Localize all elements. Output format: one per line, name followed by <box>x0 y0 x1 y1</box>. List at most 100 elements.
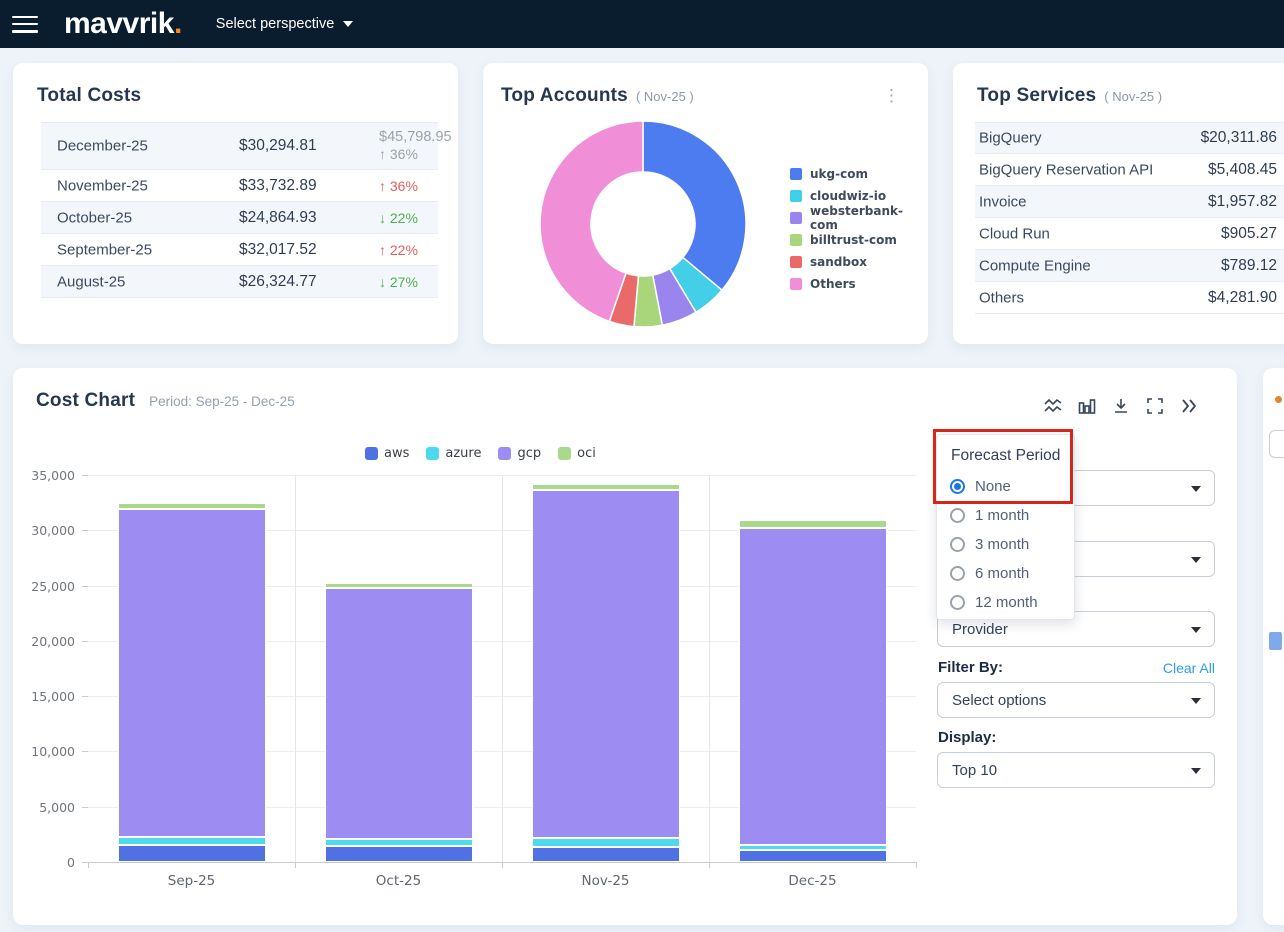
legend-item-ukg-com[interactable]: ukg-com <box>790 163 928 185</box>
filter-by-label: Filter By: <box>938 659 1004 676</box>
legend-label: websterbank-com <box>810 204 903 232</box>
bar-segment-oci-Dec-25 <box>738 520 887 529</box>
total-costs-table: December-25 $30,294.81 $45,798.95 ↑ 36% Nove… <box>41 122 452 298</box>
chevron-down-icon <box>1191 557 1201 563</box>
top-services-row: Invoice $1,957.82 <box>975 186 1284 218</box>
change-value: $45,798.95 ↑ 36% <box>379 129 452 163</box>
bar-segment-gcp-Nov-25 <box>531 489 680 839</box>
bar-segment-aws-Nov-25 <box>531 846 680 862</box>
chevron-down-icon <box>343 21 354 27</box>
cost-chart-plot: 0 5,000 10,000 15,000 20,000 25,000 30,000 35,0… <box>13 368 933 925</box>
legend-item-sandbox[interactable]: sandbox <box>790 251 928 273</box>
legend-item-websterbank-com[interactable]: websterbank-com <box>790 204 928 232</box>
y-tick <box>82 751 88 753</box>
service-cost: $4,281.90 <box>1208 288 1277 306</box>
legend-item-oci[interactable]: oci <box>558 446 596 461</box>
x-tick <box>502 863 503 868</box>
kebab-menu-icon[interactable]: ⋮ <box>883 86 900 105</box>
bar-segment-gcp-Sep-25 <box>117 508 266 838</box>
x-axis-label: Dec-25 <box>788 873 837 889</box>
clear-all-link[interactable]: Clear All <box>1162 660 1215 676</box>
forecast-option-12-month[interactable]: 12 month <box>937 588 1074 617</box>
donut-slice-Others[interactable] <box>539 121 644 323</box>
change-value: ↑ 36% <box>379 177 418 194</box>
y-tick <box>82 475 88 476</box>
display-label: Display: <box>938 729 997 746</box>
bar-segment-gcp-Oct-25 <box>324 587 473 839</box>
amount-value: $24,864.93 <box>239 208 317 226</box>
chevron-down-icon <box>1191 627 1201 633</box>
service-name: Others <box>979 289 1025 306</box>
forecast-option-6-month[interactable]: 6 month <box>937 559 1074 588</box>
change-value: ↑ 22% <box>379 241 418 258</box>
filter-by-select[interactable]: Select options <box>937 682 1215 718</box>
x-tick <box>295 863 296 868</box>
amount-value: $32,017.52 <box>239 240 317 258</box>
legend-swatch <box>558 447 572 460</box>
collapse-panel-icon[interactable] <box>1179 396 1199 416</box>
cost-chart-title: Cost Chart <box>36 390 136 411</box>
legend-item-Others[interactable]: Others <box>790 273 928 295</box>
total-costs-row: August-25 $26,324.77 ↓ 27% <box>41 266 438 298</box>
cutoff-input-fragment[interactable] <box>1269 430 1284 458</box>
bar-segment-azure-Dec-25 <box>738 844 887 851</box>
display-select[interactable]: Top 10 <box>937 752 1215 788</box>
trend-lines-icon[interactable] <box>1043 396 1063 416</box>
legend-item-cloudwiz-io[interactable]: cloudwiz-io <box>790 185 928 207</box>
bar-segment-aws-Dec-25 <box>738 850 887 862</box>
service-cost: $20,311.86 <box>1200 129 1277 146</box>
legend-label: ukg-com <box>810 167 868 181</box>
group-by-select[interactable]: Provider <box>937 611 1215 647</box>
bar-segment-oci-Nov-25 <box>531 483 680 490</box>
download-icon[interactable] <box>1111 396 1131 416</box>
top-services-row: Others $4,281.90 <box>975 282 1284 314</box>
y-tick <box>82 862 88 863</box>
gridline-x <box>502 475 503 862</box>
legend-item-gcp[interactable]: gcp <box>498 446 541 461</box>
radio-label: 12 month <box>975 594 1038 611</box>
bar-segment-oci-Sep-25 <box>117 502 266 509</box>
y-axis-label: 0 <box>67 855 75 870</box>
radio-icon <box>950 566 965 581</box>
x-axis-label: Oct-25 <box>375 873 422 889</box>
top-accounts-donut-chart <box>539 121 747 328</box>
service-cost: $5,408.45 <box>1208 160 1277 178</box>
service-name: Invoice <box>979 193 1027 210</box>
legend-swatch <box>790 190 802 202</box>
perspective-dropdown[interactable]: Select perspective <box>216 16 354 32</box>
cutoff-side-card <box>1263 368 1284 925</box>
fullscreen-icon[interactable] <box>1145 396 1165 416</box>
gridline-x <box>709 475 710 862</box>
bar-chart-icon[interactable] <box>1077 396 1097 416</box>
top-accounts-card: Top Accounts ( Nov-25 ) ⋮ ukg-com cloudwi… <box>483 63 928 344</box>
forecast-option-3-month[interactable]: 3 month <box>937 530 1074 559</box>
legend-item-aws[interactable]: aws <box>365 446 409 461</box>
menu-icon[interactable] <box>12 15 38 33</box>
forecast-option-1-month[interactable]: 1 month <box>937 501 1074 530</box>
donut-slice-ukg-com[interactable] <box>642 121 747 292</box>
radio-label: None <box>975 478 1011 495</box>
legend-item-billtrust-com[interactable]: billtrust-com <box>790 229 928 251</box>
top-accounts-period: ( Nov-25 ) <box>635 89 694 104</box>
legend-swatch <box>790 256 802 268</box>
legend-label: oci <box>577 446 596 461</box>
forecast-amount: $45,798.95 <box>379 129 452 145</box>
top-services-card: Top Services ( Nov-25 ) BigQuery $20,311.… <box>953 63 1284 344</box>
top-accounts-title: Top Accounts <box>501 85 628 106</box>
x-tick <box>709 863 710 868</box>
y-tick <box>82 806 88 808</box>
bar-segment-aws-Oct-25 <box>324 845 473 862</box>
month-label: August-25 <box>57 273 126 290</box>
top-services-table: BigQuery $20,311.86 BigQuery Reservation A… <box>975 122 1284 314</box>
service-cost: $789.12 <box>1220 256 1277 274</box>
forecast-option-none[interactable]: None <box>937 472 1074 501</box>
total-costs-row: December-25 $30,294.81 $45,798.95 ↑ 36% <box>41 122 452 170</box>
cost-chart-toolbar <box>1043 396 1199 416</box>
service-cost: $1,957.82 <box>1208 192 1277 210</box>
chevron-down-icon <box>1191 698 1201 704</box>
total-costs-row: November-25 $33,732.89 ↑ 36% <box>41 170 438 202</box>
legend-item-azure[interactable]: azure <box>426 446 481 461</box>
month-label: September-25 <box>57 241 153 258</box>
legend-swatch <box>498 447 512 460</box>
